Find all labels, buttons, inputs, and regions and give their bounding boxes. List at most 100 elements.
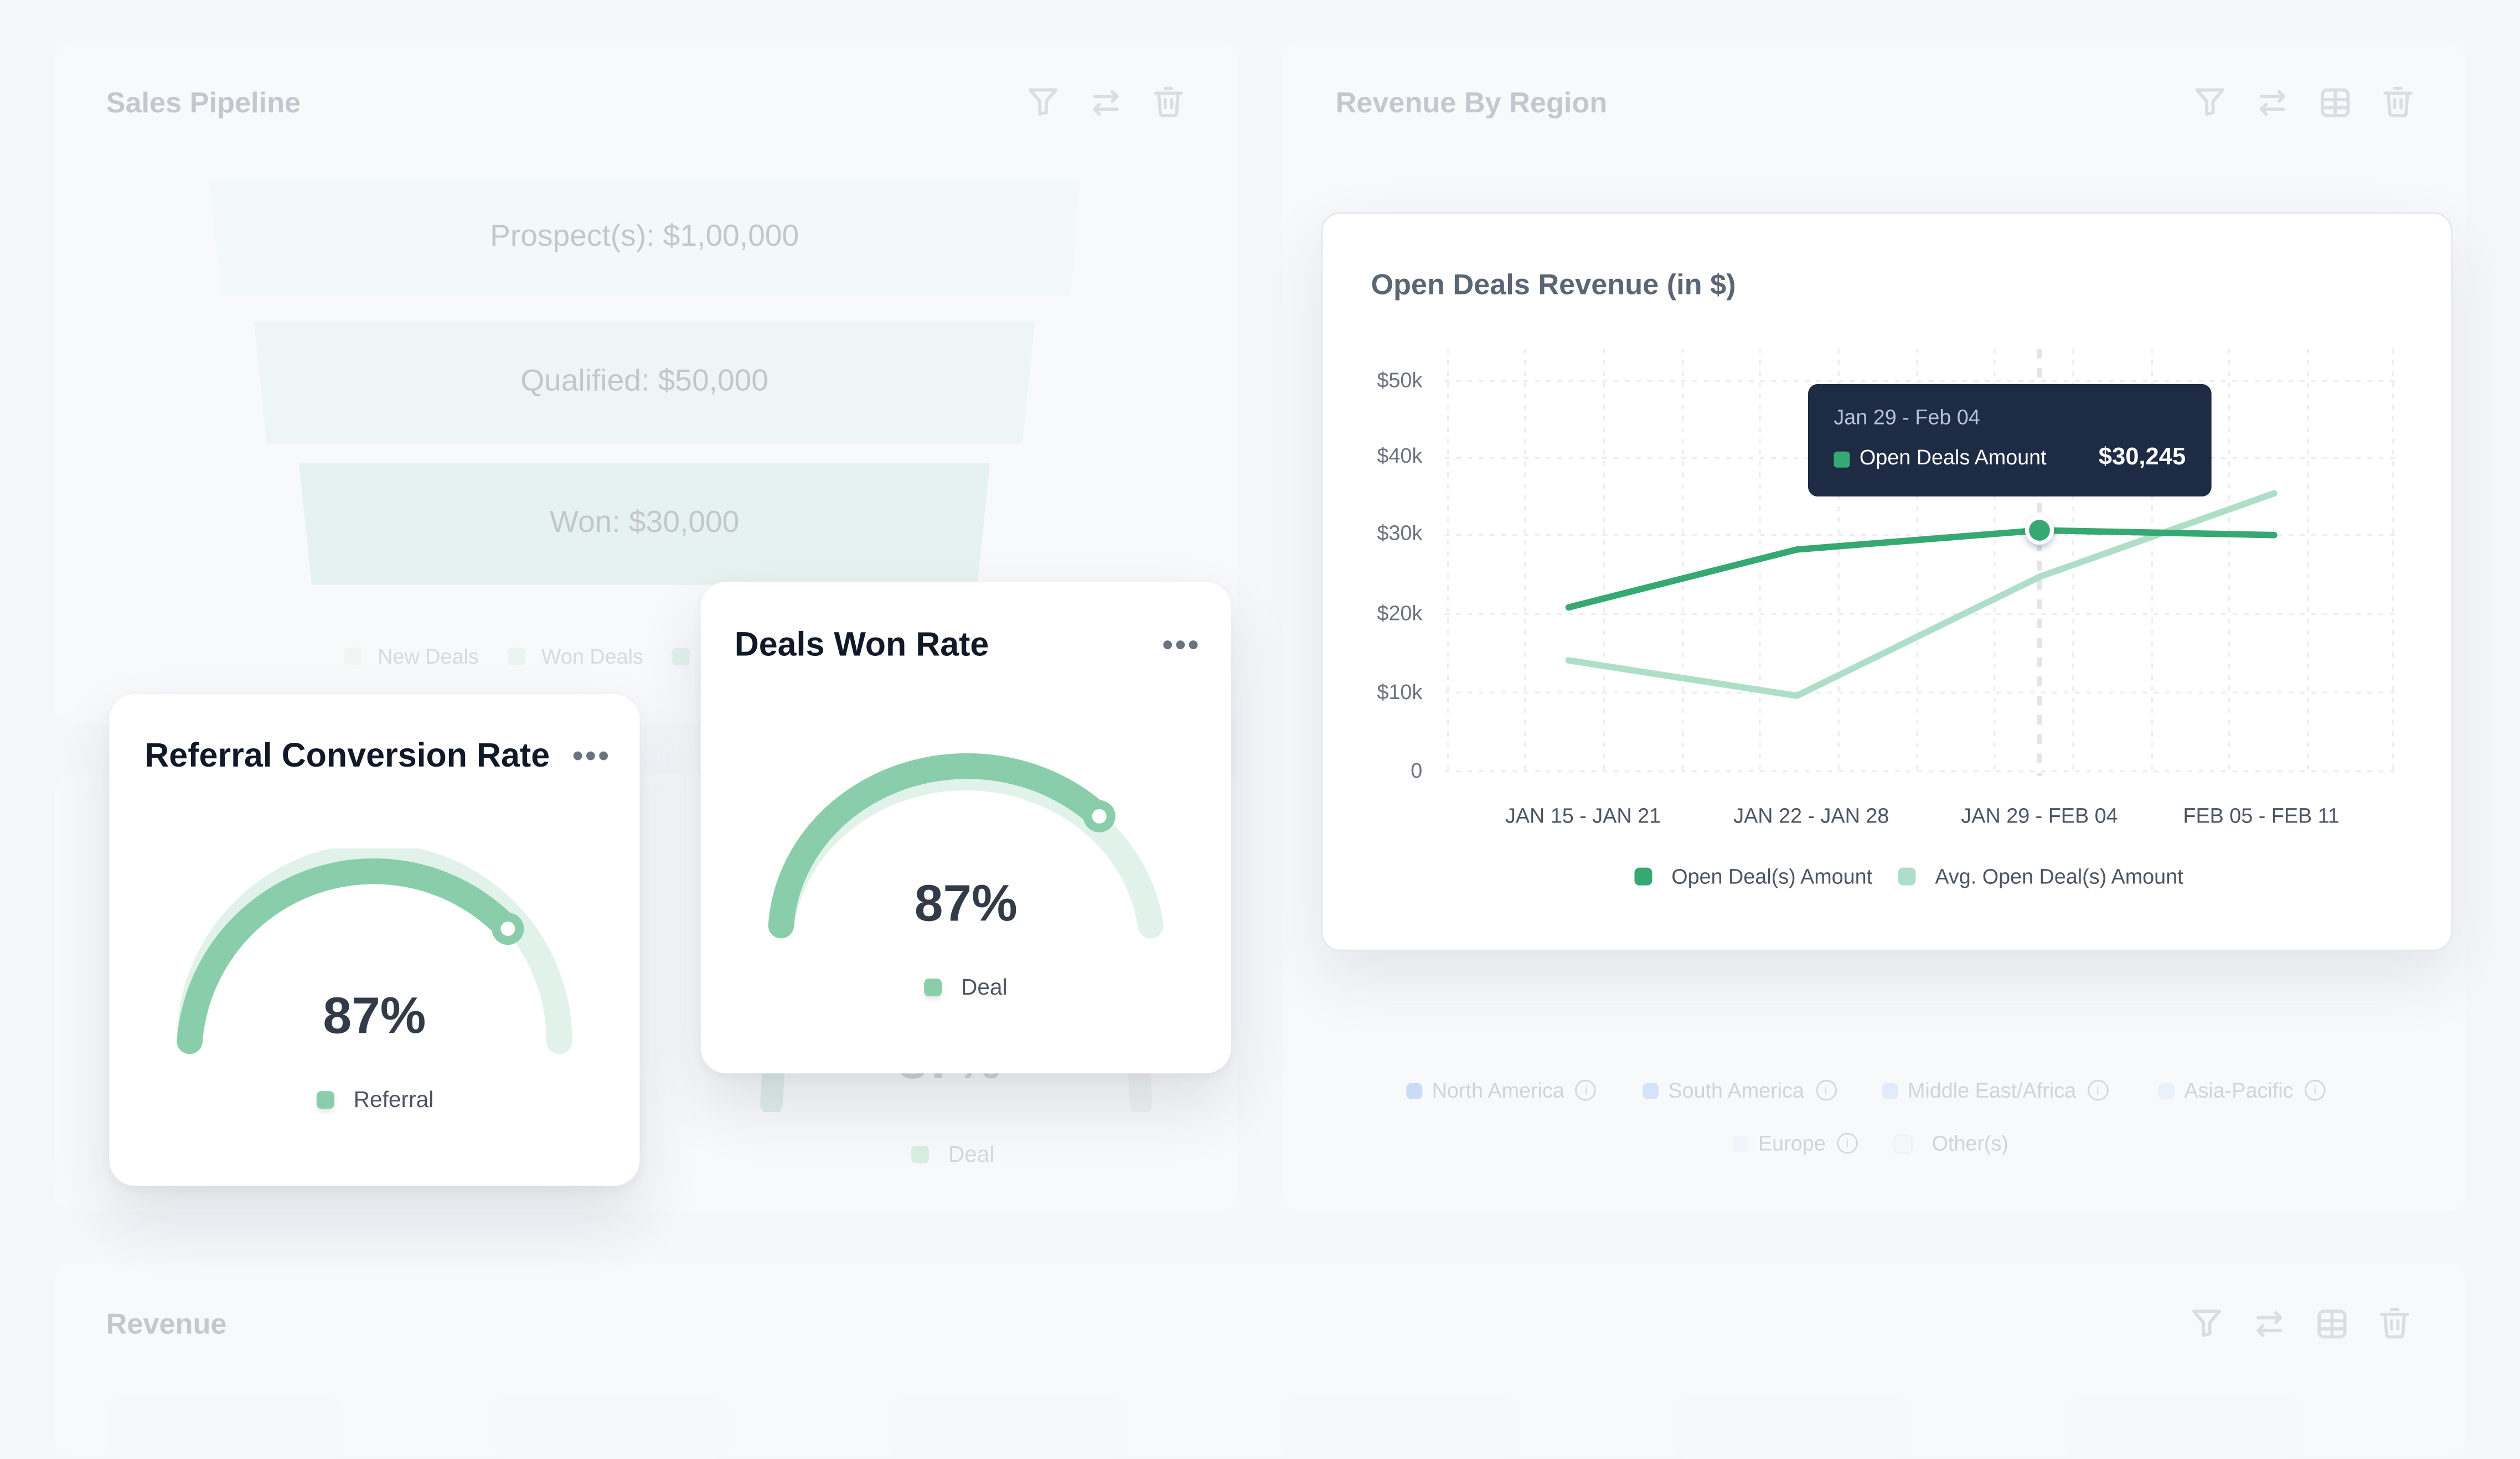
revenue-tile [1671, 1394, 1909, 1459]
legend-label: Referral [353, 1086, 434, 1112]
gauge-value: 87% [323, 986, 426, 1045]
legend-item-europe[interactable]: Europe i [1732, 1131, 1858, 1156]
x-tick: JAN 29 - FEB 04 [1961, 803, 2118, 828]
funnel-step-qualified[interactable]: Qualified: $50,000 [520, 365, 768, 399]
gauge-legend: Referral [316, 1086, 434, 1112]
trash-icon[interactable] [2379, 84, 2418, 130]
chart-title: Open Deals Revenue (in $) [1371, 268, 1736, 301]
legend-item[interactable]: Won Deals [507, 644, 643, 669]
legend-label: Middle East/Africa [1907, 1078, 2077, 1103]
grid [1444, 348, 2397, 777]
swap-icon[interactable] [1086, 84, 1125, 130]
y-tick: $20k [1377, 601, 1423, 625]
x-tick: JAN 22 - JAN 28 [1733, 803, 1889, 828]
legend-label: Asia-Pacific [2184, 1078, 2294, 1103]
chart-tooltip: Jan 29 - Feb 04 Open Deals Amount $30,24… [1808, 384, 2212, 497]
more-horizontal-icon[interactable]: ••• [1161, 628, 1201, 664]
filter-icon[interactable] [2187, 1305, 2226, 1351]
more-horizontal-icon[interactable]: ••• [572, 739, 611, 775]
legend-label: Deal [961, 974, 1008, 1000]
sales-pipeline-panel: Sales Pipeline Prospect(s): $1,00,000 Qu… [54, 42, 1238, 723]
info-icon[interactable]: i [1576, 1079, 1597, 1101]
tooltip-series-label: Open Deals Amount [1859, 445, 2047, 469]
deals-won-rate-card[interactable]: Deals Won Rate ••• 87% Deal [700, 581, 1231, 1074]
legend-item-north-america[interactable]: North America i [1406, 1078, 1597, 1103]
legend-item[interactable]: New Deals [344, 644, 479, 669]
gauge-value: 87% [914, 874, 1018, 932]
legend-item-others[interactable]: Other(s) [1893, 1131, 2008, 1156]
revenue-tile [2063, 1394, 2302, 1459]
legend-label: South America [1668, 1078, 1804, 1103]
filter-icon[interactable] [1024, 84, 1062, 130]
legend-label: Other(s) [1932, 1131, 2008, 1156]
tooltip-period: Jan 29 - Feb 04 [1834, 405, 1980, 430]
info-icon[interactable]: i [2304, 1079, 2326, 1101]
card-title: Referral Conversion Rate [144, 737, 550, 775]
legend-item-avg-open-deals[interactable]: Avg. Open Deal(s) Amount [1898, 864, 2183, 889]
revenue-tile [1279, 1394, 1517, 1459]
panel-title: Revenue [106, 1308, 227, 1341]
panel-title: Revenue By Region [1335, 86, 1608, 119]
x-tick: JAN 15 - JAN 21 [1505, 803, 1661, 828]
tooltip-swatch [1834, 451, 1850, 468]
gauge-arc [768, 753, 1164, 939]
gauge-handle[interactable] [1092, 809, 1107, 824]
legend-label: Europe [1758, 1131, 1826, 1156]
legend-label: New Deals [378, 644, 479, 669]
y-tick: $50k [1377, 368, 1423, 392]
legend-item-open-deals[interactable]: Open Deal(s) Amount [1634, 864, 1873, 889]
trash-icon[interactable] [1149, 84, 1188, 130]
legend-label: North America [1432, 1078, 1564, 1103]
legend-swatch [316, 1090, 334, 1108]
filter-icon[interactable] [2191, 84, 2229, 130]
legend-swatch [1634, 867, 1653, 886]
legend-label: Deal [948, 1141, 995, 1167]
legend-item-asia-pacific[interactable]: Asia-Pacific i [2158, 1078, 2326, 1103]
funnel-step-prospect[interactable]: Prospect(s): $1,00,000 [490, 220, 799, 254]
legend-label: Avg. Open Deal(s) Amount [1935, 864, 2183, 889]
line-chart-plot [1444, 348, 2397, 777]
swap-icon[interactable] [2250, 1305, 2289, 1351]
chart-legend: Open Deal(s) Amount Avg. Open Deal(s) Am… [1634, 864, 2183, 889]
legend-label: Open Deal(s) Amount [1671, 864, 1873, 889]
tooltip-value: $30,245 [2098, 443, 2186, 471]
open-deals-revenue-card: Open Deals Revenue (in $) $50k $40k $30k… [1321, 212, 2453, 951]
panel-title: Sales Pipeline [106, 86, 301, 119]
highlighted-data-point[interactable] [2029, 520, 2050, 541]
panel-toolbar [2191, 84, 2417, 130]
gauge-handle[interactable] [500, 921, 515, 937]
revenue-tile [492, 1394, 730, 1459]
revenue-tile [887, 1394, 1125, 1459]
panel-toolbar [1024, 84, 1187, 130]
gauge-legend: Deal [924, 974, 1008, 1000]
series-avg-open-deals [1565, 490, 2278, 699]
legend-label: Won Deals [541, 644, 643, 669]
info-icon[interactable]: i [2087, 1079, 2109, 1101]
gauge-arc [177, 848, 572, 1054]
dashboard: Sales Pipeline Prospect(s): $1,00,000 Qu… [54, 42, 2453, 1351]
legend-swatch [672, 647, 690, 665]
swap-icon[interactable] [2253, 84, 2292, 130]
legend-swatch [1898, 867, 1916, 886]
background-gauge-legend: Deal [911, 1141, 995, 1167]
trash-icon[interactable] [2376, 1305, 2414, 1351]
funnel-step-won[interactable]: Won: $30,000 [549, 506, 740, 540]
revenue-tile [106, 1394, 344, 1459]
y-tick: $10k [1377, 680, 1423, 704]
y-tick: $40k [1377, 443, 1423, 468]
legend-item-middle-east-africa[interactable]: Middle East/Africa i [1882, 1078, 2109, 1103]
table-icon[interactable] [2313, 1305, 2352, 1351]
referral-conversion-rate-card[interactable]: Referral Conversion Rate ••• 87% Referra… [109, 694, 640, 1186]
y-tick: 0 [1411, 758, 1423, 783]
funnel-shapes [209, 180, 1080, 585]
x-tick: FEB 05 - FEB 11 [2183, 803, 2340, 828]
funnel-legend: New Deals Won Deals [344, 644, 706, 669]
info-icon[interactable]: i [1815, 1079, 1836, 1101]
table-icon[interactable] [2316, 84, 2354, 130]
info-icon[interactable]: i [1837, 1132, 1858, 1154]
panel-toolbar [2187, 1305, 2414, 1351]
y-tick: $30k [1377, 520, 1423, 545]
series-open-deals [1565, 527, 2278, 611]
legend-item-south-america[interactable]: South America i [1642, 1078, 1836, 1103]
legend-swatch [924, 977, 942, 996]
